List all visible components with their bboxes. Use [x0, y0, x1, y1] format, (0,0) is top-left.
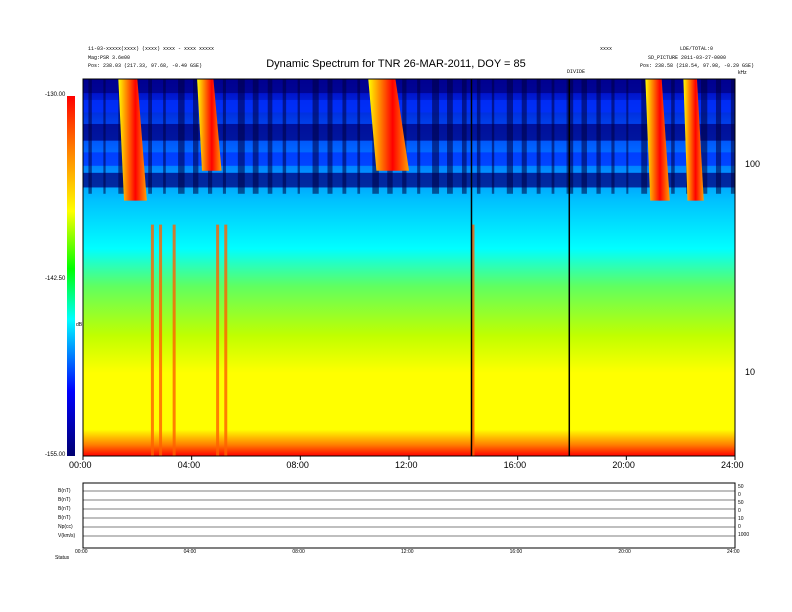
y-tick-100: 100: [745, 159, 761, 169]
dark-column: [417, 79, 421, 194]
y-unit-label: kHz: [738, 70, 747, 76]
header-left-2: Mag:PSR 3.6e00: [88, 55, 131, 61]
dark-column: [193, 79, 199, 194]
radio-burst: [368, 79, 409, 171]
dark-column: [357, 79, 361, 194]
dark-column: [282, 79, 287, 194]
lower-x-tick-label: 00:00: [75, 549, 88, 555]
dark-column: [626, 79, 629, 194]
dark-column: [237, 79, 245, 194]
lower-x-tick-label: 16:00: [509, 549, 523, 555]
colorbar-tick-top: -130.00: [45, 92, 66, 98]
x-tick-label: 20:00: [612, 460, 635, 470]
dark-column: [297, 79, 300, 194]
colorbar-tick-bottom: -155.00: [45, 452, 66, 458]
spike: [471, 224, 475, 456]
radio-burst: [645, 79, 670, 201]
dark-column: [342, 79, 347, 194]
spike: [172, 224, 176, 456]
colorbar-label: dB: [76, 322, 83, 328]
header-right-3: SD_PICTURE 2011-03-27-0000: [648, 55, 727, 61]
colorbar-tick-mid: -142.50: [45, 276, 66, 282]
lower-right-label: 10: [738, 516, 744, 522]
dark-column: [461, 79, 467, 194]
lower-panel-frame: [82, 482, 736, 549]
radio-burst: [683, 79, 704, 201]
dark-column: [402, 79, 407, 194]
x-tick-label: 24:00: [721, 460, 744, 470]
dark-column: [506, 79, 513, 194]
x-tick-label: 16:00: [503, 460, 527, 470]
bursts-group: [118, 79, 704, 201]
header-mid-small: DIVIDE: [567, 69, 586, 75]
lower-row-label: B(nT): [58, 506, 71, 512]
dark-column: [671, 79, 675, 194]
dark-column: [596, 79, 601, 194]
radio-burst: [118, 79, 147, 201]
lower-right-label: 50: [738, 484, 744, 490]
spike: [150, 224, 154, 456]
dark-column: [327, 79, 333, 194]
dark-column: [312, 79, 319, 194]
dark-column: [103, 79, 106, 194]
radio-burst: [197, 79, 222, 171]
x-tick-label: 04:00: [177, 460, 201, 470]
spike: [224, 224, 228, 456]
dark-column: [222, 79, 226, 194]
dark-column: [581, 79, 587, 194]
header-right-1: xxxx: [600, 46, 613, 52]
lower-row-label: B(nT): [58, 515, 71, 521]
lower-right-label: 1000: [738, 532, 750, 538]
dark-column: [447, 79, 453, 194]
dark-column: [267, 79, 273, 194]
status-label: Status: [55, 555, 70, 561]
dark-column: [88, 79, 92, 194]
lower-x-tick-label: 08:00: [292, 549, 305, 555]
spike: [159, 224, 163, 456]
x-tick-label: 00:00: [69, 460, 92, 470]
dark-column: [641, 79, 648, 194]
colorbar: [67, 96, 75, 456]
dark-bands-group: [83, 79, 735, 194]
dark-column: [551, 79, 555, 194]
header-left-3: Pos: 238.03 (217.33, 97.68, -0.49 GSE): [88, 63, 203, 69]
dark-column: [611, 79, 615, 194]
lower-right-label: 50: [738, 500, 744, 506]
dark-column: [491, 79, 495, 194]
chart-title: Dynamic Spectrum for TNR 26-MAR-2011, DO…: [266, 58, 526, 70]
lower-right-label: 0: [738, 508, 741, 514]
header-right-4: Pos: 238.58 (218.54, 97.98, -0.29 GSE): [640, 63, 755, 69]
dark-column: [730, 79, 735, 194]
x-tick-label: 12:00: [395, 460, 418, 470]
dark-column: [432, 79, 440, 194]
dark-column: [536, 79, 541, 194]
dark-column: [178, 79, 185, 194]
dark-column: [148, 79, 152, 194]
lower-x-tick-label: 20:00: [618, 549, 631, 555]
y-tick-10: 10: [745, 367, 756, 377]
lower-row-label: Np(cc): [58, 524, 73, 530]
lower-row-label: B(nT): [58, 497, 71, 503]
lower-x-tick-label: 04:00: [183, 549, 197, 555]
lower-x-tick-label: 24:00: [727, 549, 740, 555]
dark-column: [252, 79, 259, 194]
vlines-group: [470, 79, 571, 456]
dark-column: [715, 79, 722, 194]
header-left-1: 11-03-xxxxx(xxxx) (xxxx) xxxx - xxxx xxx…: [88, 46, 215, 52]
lower-row-label: V(km/s): [58, 533, 76, 539]
lower-rows-group: [83, 490, 735, 537]
spike: [216, 224, 220, 456]
dark-column: [701, 79, 708, 194]
dark-column: [521, 79, 527, 194]
x-tick-label: 08:00: [286, 460, 309, 470]
lower-row-label: B(nT): [58, 488, 71, 494]
lower-x-tick-label: 12:00: [401, 549, 414, 555]
lower-right-label: 0: [738, 524, 741, 530]
spikes-group: [150, 224, 475, 456]
dark-column: [163, 79, 166, 194]
header-right-2: LDE/TOTAL:0: [680, 46, 714, 52]
dark-column: [476, 79, 481, 194]
lower-right-label: 0: [738, 492, 741, 498]
